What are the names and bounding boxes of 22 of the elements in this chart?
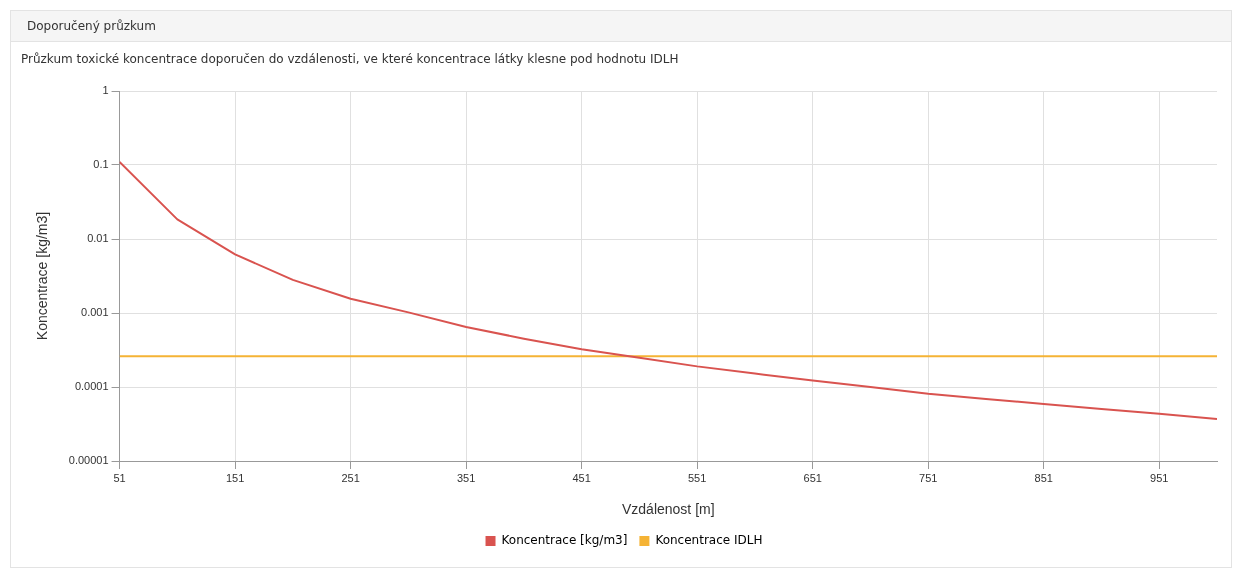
y-axis-title: Koncentrace [kg/m3] <box>34 211 51 341</box>
chart-subtitle: Průzkum toxické koncentrace doporučen do vzdálenosti, ve které koncentrace látky klesne pod hodnotu IDLH <box>20 51 680 68</box>
x-tick-label: 451 <box>572 471 591 484</box>
y-tick-label: 0.1 <box>93 158 109 171</box>
x-tick-label: 251 <box>341 471 360 484</box>
y-tick-label: 0.001 <box>81 306 109 319</box>
x-tick-label: 351 <box>456 471 476 484</box>
x-tick-label: 51 <box>113 471 126 484</box>
y-tick-label: 0.0001 <box>74 380 109 393</box>
x-tick-label: 751 <box>919 471 938 484</box>
x-tick-label: 651 <box>803 471 822 484</box>
x-tick-label: 951 <box>1150 471 1169 484</box>
y-tick-label: 0.00001 <box>68 454 109 467</box>
y-tick-label: 1 <box>102 84 109 97</box>
chart-title: Doporučený průzkum <box>11 11 1231 42</box>
y-tick-label: 0.01 <box>87 232 109 245</box>
legend-label: Koncentrace [kg/m3] <box>501 533 628 548</box>
x-tick-label: 551 <box>687 471 707 484</box>
x-tick-label: 151 <box>225 471 245 484</box>
legend-label: Koncentrace IDLH <box>655 533 763 548</box>
x-tick-label: 851 <box>1034 471 1053 484</box>
x-axis-title: Vzdálenost [m] <box>621 501 715 518</box>
